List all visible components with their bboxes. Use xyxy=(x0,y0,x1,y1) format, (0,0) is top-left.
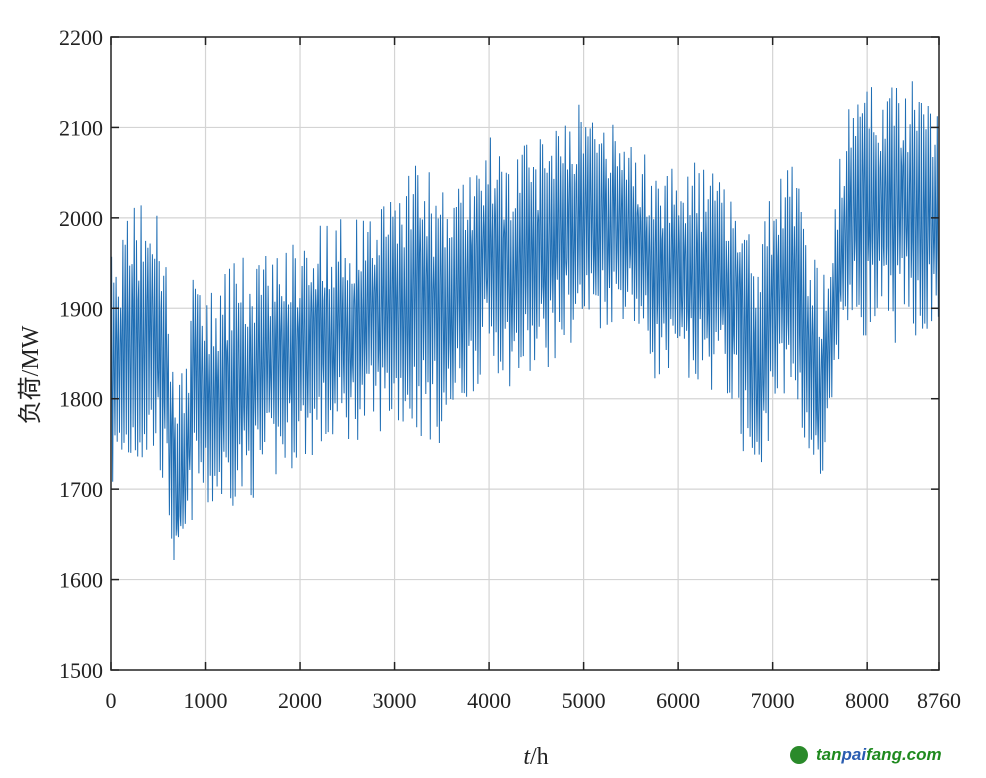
y-tick-label: 2100 xyxy=(59,115,103,140)
watermark-logo-icon xyxy=(790,746,808,764)
x-axis-label-var: t xyxy=(523,744,531,770)
x-tick-label: 2000 xyxy=(278,688,322,713)
watermark-text-c: fang.com xyxy=(866,745,942,764)
load-series xyxy=(110,81,940,561)
x-tick-label: 0 xyxy=(106,688,117,713)
x-axis-label: t/h xyxy=(523,744,548,770)
grid xyxy=(111,37,939,670)
x-tick-label: 8760 xyxy=(917,688,961,713)
x-tick-label: 4000 xyxy=(467,688,511,713)
x-tick-label: 5000 xyxy=(562,688,606,713)
ticks: 0 1000 2000 3000 4000 5000 6000 7000 8000 8760 150… xyxy=(59,25,961,713)
y-tick-label: 1700 xyxy=(59,477,103,502)
x-tick-label: 3000 xyxy=(373,688,417,713)
y-tick-label: 1600 xyxy=(59,568,103,593)
x-tick-label: 6000 xyxy=(656,688,700,713)
x-tick-label: 7000 xyxy=(751,688,795,713)
x-tick-label: 8000 xyxy=(845,688,889,713)
y-tick-label: 1800 xyxy=(59,387,103,412)
y-tick-label: 2200 xyxy=(59,25,103,50)
watermark-text-b: pai xyxy=(841,745,867,764)
plot-frame xyxy=(110,36,940,671)
y-tick-label: 1500 xyxy=(59,658,103,683)
y-axis-label: 负荷/MW xyxy=(17,325,44,424)
load-line xyxy=(110,81,940,561)
y-tick-label: 1900 xyxy=(59,296,103,321)
watermark-text-a: tan xyxy=(816,745,842,764)
y-tick-label: 2000 xyxy=(59,206,103,231)
x-axis-label-unit: /h xyxy=(530,744,549,770)
x-tick-label: 1000 xyxy=(184,688,228,713)
watermark: tan pai fang.com xyxy=(790,745,942,765)
